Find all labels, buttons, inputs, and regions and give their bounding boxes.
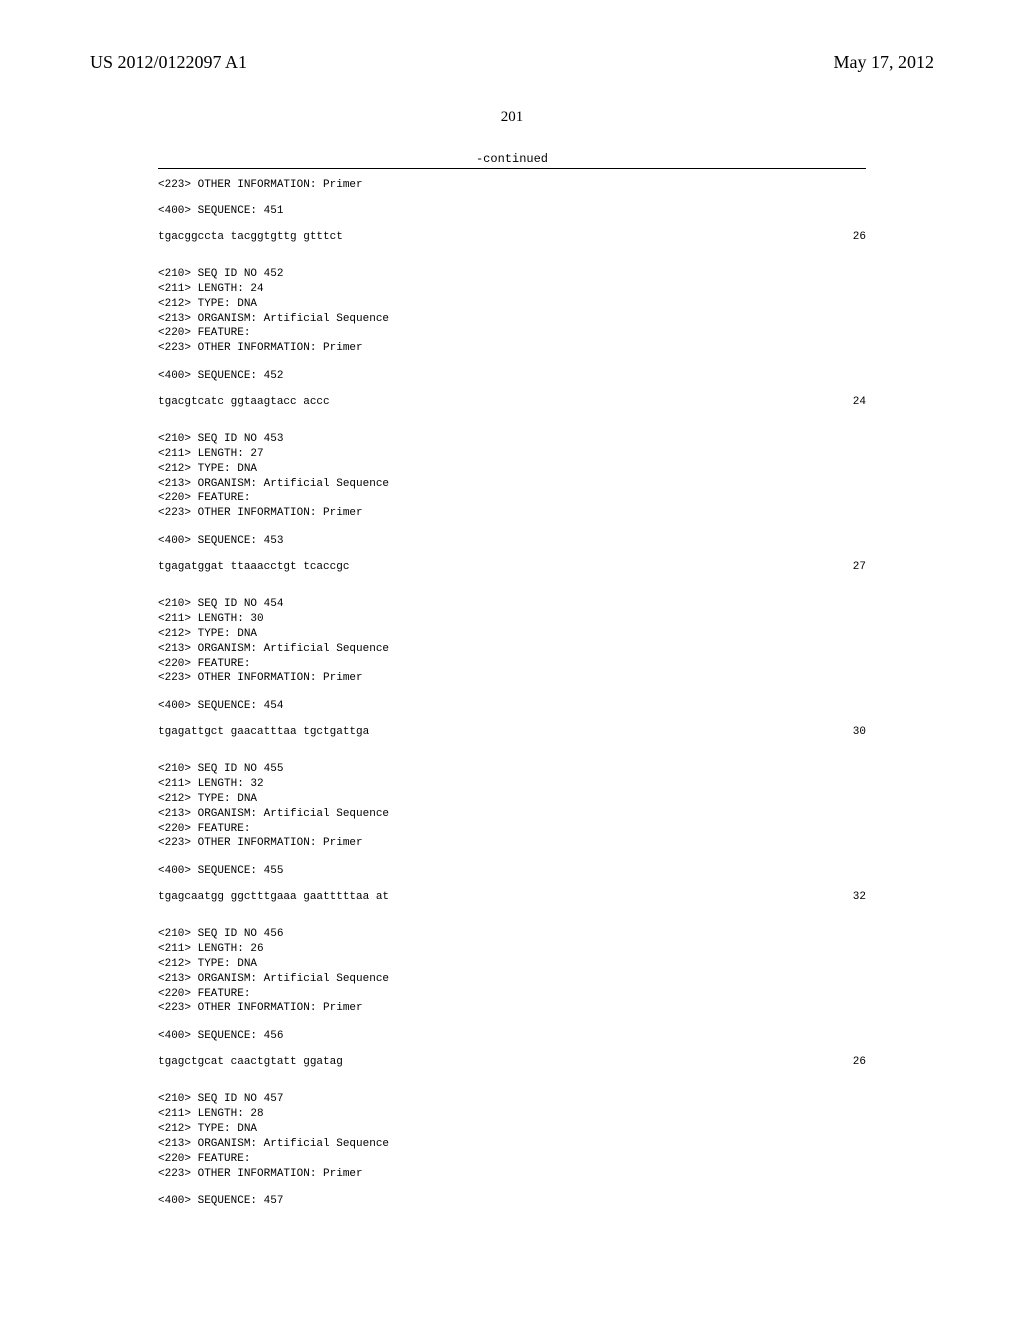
sequence-label: <400> SEQUENCE: 457 — [158, 1195, 866, 1207]
sequence-row: tgagcaatgg ggctttgaaa gaatttttaa at 32 — [158, 891, 866, 903]
sequence-label: <400> SEQUENCE: 452 — [158, 370, 866, 382]
sequence-row: tgagattgct gaacatttaa tgctgattga 30 — [158, 726, 866, 738]
publication-number: US 2012/0122097 A1 — [90, 52, 247, 73]
sequence-metadata: <210> SEQ ID NO 457 <211> LENGTH: 28 <21… — [158, 1092, 866, 1181]
sequence-text: tgagattgct gaacatttaa tgctgattga — [158, 726, 369, 738]
sequence-length: 26 — [853, 231, 866, 243]
sequence-label: <400> SEQUENCE: 455 — [158, 865, 866, 877]
sequence-text: tgacggccta tacggtgttg gtttct — [158, 231, 343, 243]
page-header: US 2012/0122097 A1 May 17, 2012 — [0, 0, 1024, 73]
sequence-text: tgagctgcat caactgtatt ggatag — [158, 1056, 343, 1068]
sequence-length: 32 — [853, 891, 866, 903]
sequence-label: <400> SEQUENCE: 454 — [158, 700, 866, 712]
sequence-row: tgacgtcatc ggtaagtacc accc 24 — [158, 396, 866, 408]
sequence-length: 26 — [853, 1056, 866, 1068]
sequence-text: tgagatggat ttaaacctgt tcaccgc — [158, 561, 349, 573]
sequence-metadata: <210> SEQ ID NO 452 <211> LENGTH: 24 <21… — [158, 267, 866, 356]
sequence-row: tgagctgcat caactgtatt ggatag 26 — [158, 1056, 866, 1068]
page-number: 201 — [0, 109, 1024, 126]
sequence-length: 27 — [853, 561, 866, 573]
divider — [158, 168, 866, 169]
sequence-text: tgagcaatgg ggctttgaaa gaatttttaa at — [158, 891, 389, 903]
publication-date: May 17, 2012 — [834, 52, 935, 73]
sequence-length: 24 — [853, 396, 866, 408]
sequence-listing-content: -continued <223> OTHER INFORMATION: Prim… — [0, 126, 1024, 1207]
seq-other-info: <223> OTHER INFORMATION: Primer — [158, 179, 866, 191]
sequence-metadata: <210> SEQ ID NO 453 <211> LENGTH: 27 <21… — [158, 432, 866, 521]
continued-label: -continued — [158, 152, 866, 166]
sequence-row: tgacggccta tacggtgttg gtttct 26 — [158, 231, 866, 243]
sequence-length: 30 — [853, 726, 866, 738]
sequence-metadata: <210> SEQ ID NO 455 <211> LENGTH: 32 <21… — [158, 762, 866, 851]
sequence-label: <400> SEQUENCE: 456 — [158, 1030, 866, 1042]
sequence-text: tgacgtcatc ggtaagtacc accc — [158, 396, 330, 408]
sequence-metadata: <210> SEQ ID NO 454 <211> LENGTH: 30 <21… — [158, 597, 866, 686]
sequence-metadata: <210> SEQ ID NO 456 <211> LENGTH: 26 <21… — [158, 927, 866, 1016]
sequence-label: <400> SEQUENCE: 453 — [158, 535, 866, 547]
sequence-label: <400> SEQUENCE: 451 — [158, 205, 866, 217]
sequence-row: tgagatggat ttaaacctgt tcaccgc 27 — [158, 561, 866, 573]
